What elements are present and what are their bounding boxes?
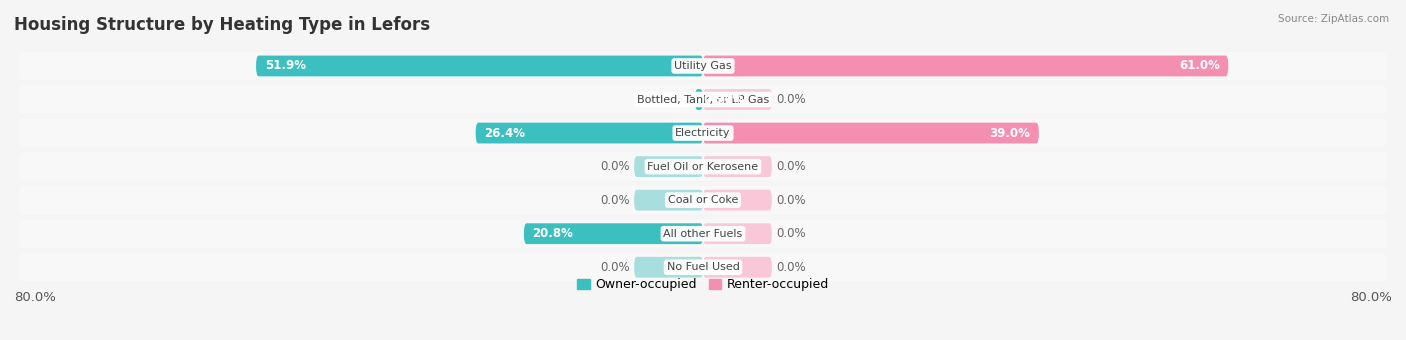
- Text: 80.0%: 80.0%: [14, 291, 56, 304]
- Text: Utility Gas: Utility Gas: [675, 61, 731, 71]
- FancyBboxPatch shape: [475, 123, 703, 143]
- Text: 26.4%: 26.4%: [484, 126, 526, 139]
- FancyBboxPatch shape: [703, 223, 772, 244]
- FancyBboxPatch shape: [524, 223, 703, 244]
- FancyBboxPatch shape: [18, 219, 1388, 248]
- FancyBboxPatch shape: [703, 257, 772, 278]
- FancyBboxPatch shape: [18, 152, 1388, 181]
- FancyBboxPatch shape: [18, 253, 1388, 282]
- FancyBboxPatch shape: [634, 257, 703, 278]
- Text: Electricity: Electricity: [675, 128, 731, 138]
- Text: Coal or Coke: Coal or Coke: [668, 195, 738, 205]
- Text: Bottled, Tank, or LP Gas: Bottled, Tank, or LP Gas: [637, 95, 769, 104]
- FancyBboxPatch shape: [18, 85, 1388, 114]
- Text: 0.0%: 0.0%: [776, 261, 806, 274]
- Text: 0.0%: 0.0%: [776, 227, 806, 240]
- FancyBboxPatch shape: [18, 52, 1388, 80]
- Text: 20.8%: 20.8%: [533, 227, 574, 240]
- Text: 80.0%: 80.0%: [1350, 291, 1392, 304]
- FancyBboxPatch shape: [18, 119, 1388, 147]
- Text: 61.0%: 61.0%: [1178, 59, 1219, 72]
- Legend: Owner-occupied, Renter-occupied: Owner-occupied, Renter-occupied: [578, 278, 828, 291]
- FancyBboxPatch shape: [256, 55, 703, 76]
- Text: 39.0%: 39.0%: [990, 126, 1031, 139]
- FancyBboxPatch shape: [695, 89, 703, 110]
- FancyBboxPatch shape: [703, 55, 1229, 76]
- FancyBboxPatch shape: [634, 156, 703, 177]
- FancyBboxPatch shape: [703, 156, 772, 177]
- FancyBboxPatch shape: [634, 190, 703, 210]
- Text: Fuel Oil or Kerosene: Fuel Oil or Kerosene: [647, 162, 759, 172]
- Text: 0.0%: 0.0%: [600, 261, 630, 274]
- Text: 0.0%: 0.0%: [776, 194, 806, 207]
- FancyBboxPatch shape: [703, 190, 772, 210]
- Text: 0.94%: 0.94%: [703, 93, 745, 106]
- Text: 0.0%: 0.0%: [600, 160, 630, 173]
- FancyBboxPatch shape: [703, 123, 1039, 143]
- FancyBboxPatch shape: [703, 89, 772, 110]
- Text: 51.9%: 51.9%: [264, 59, 305, 72]
- FancyBboxPatch shape: [18, 186, 1388, 215]
- Text: Housing Structure by Heating Type in Lefors: Housing Structure by Heating Type in Lef…: [14, 16, 430, 34]
- Text: All other Fuels: All other Fuels: [664, 229, 742, 239]
- Text: 0.0%: 0.0%: [776, 93, 806, 106]
- Text: 0.0%: 0.0%: [600, 194, 630, 207]
- Text: 0.0%: 0.0%: [776, 160, 806, 173]
- Text: Source: ZipAtlas.com: Source: ZipAtlas.com: [1278, 14, 1389, 23]
- Text: No Fuel Used: No Fuel Used: [666, 262, 740, 272]
